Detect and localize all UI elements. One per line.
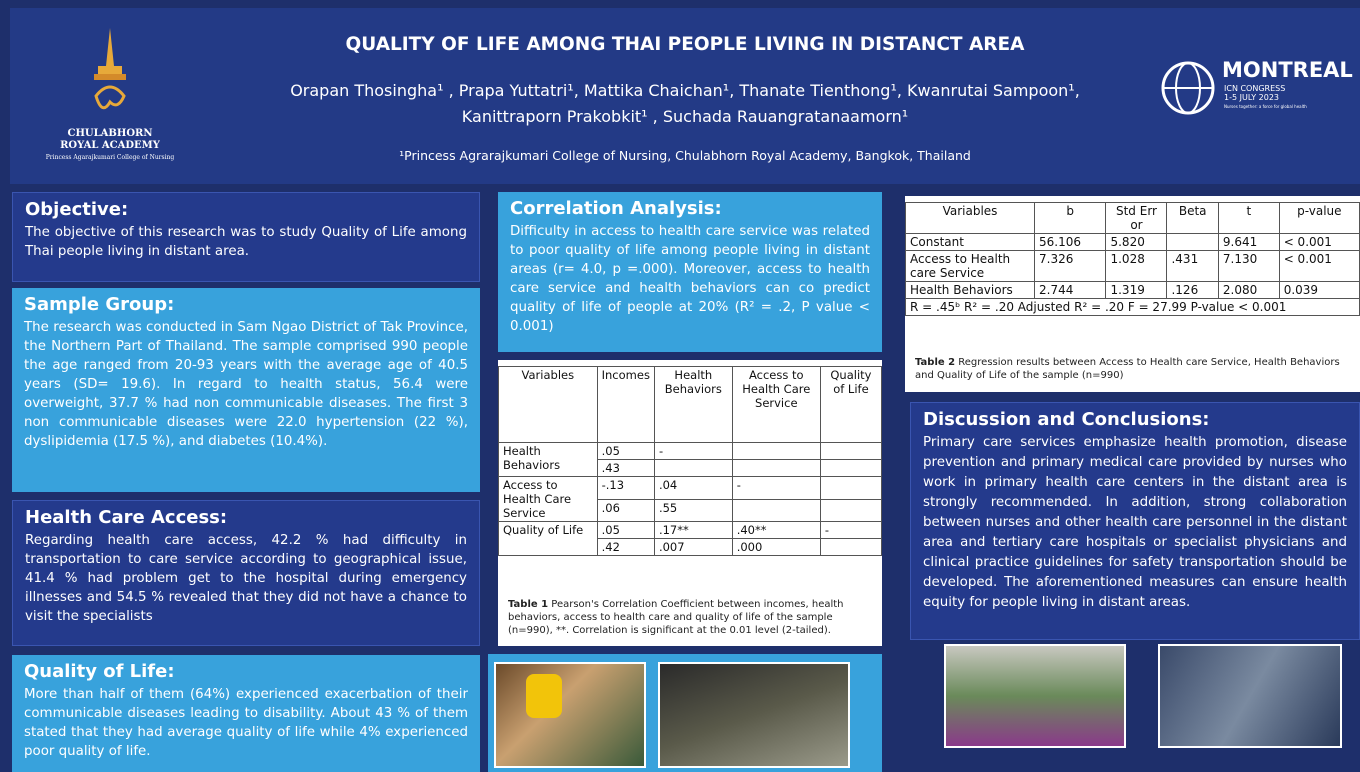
- table-header: Beta: [1167, 203, 1218, 234]
- cell: -: [654, 443, 732, 460]
- table-header: p-value: [1279, 203, 1359, 234]
- table-header: Variables: [499, 367, 598, 443]
- row-label: Access to Health Care Service: [499, 477, 598, 522]
- row-label: Constant: [906, 234, 1035, 251]
- logo-tagline: Nurses together: a force for global heal…: [1224, 102, 1307, 111]
- cell: .007: [654, 539, 732, 556]
- discussion-box: Discussion and Conclusions: Primary care…: [910, 402, 1360, 640]
- cell: 7.130: [1218, 251, 1279, 282]
- logo-congress: ICN CONGRESS: [1224, 84, 1307, 93]
- cell: .55: [654, 499, 732, 522]
- photo: [494, 662, 646, 768]
- caption-text: Pearson's Correlation Coefficient betwee…: [508, 599, 844, 636]
- heading: Discussion and Conclusions:: [923, 409, 1347, 430]
- poster: CHULABHORN ROYAL ACADEMY Princess Agaraj…: [0, 0, 1360, 772]
- paragraph: Regarding health care access, 42.2 % had…: [25, 531, 467, 626]
- table-header: b: [1035, 203, 1106, 234]
- table-header: Quality of Life: [820, 367, 881, 443]
- logo-city: MONTREAL: [1222, 58, 1353, 82]
- row-label: Health Behaviors: [906, 282, 1035, 299]
- heading: Correlation Analysis:: [510, 198, 870, 219]
- objective-box: Objective: The objective of this researc…: [12, 192, 480, 282]
- cell: -.13: [597, 477, 654, 500]
- authors-line: Orapan Thosingha¹ , Prapa Yuttatri¹, Mat…: [210, 78, 1160, 104]
- logo-line: CHULABHORN: [30, 128, 190, 140]
- row-label: Access to Health care Service: [906, 251, 1035, 282]
- logo-line: Princess Agarajkumari College of Nursing: [30, 152, 190, 164]
- sample-group-box: Sample Group: The research was conducted…: [12, 288, 480, 492]
- authors-line: Kanittraporn Prakobkit¹ , Suchada Rauang…: [210, 104, 1160, 130]
- cell: 9.641: [1218, 234, 1279, 251]
- cell: 5.820: [1106, 234, 1167, 251]
- table1-caption: Table 1 Pearson's Correlation Coefficien…: [508, 598, 874, 637]
- row-label: Quality of Life: [499, 522, 598, 556]
- heading: Objective:: [25, 199, 467, 220]
- table-header: Std Err or: [1106, 203, 1167, 234]
- cell: .05: [597, 522, 654, 539]
- cell: 56.106: [1035, 234, 1106, 251]
- logo-globe: [1160, 60, 1216, 116]
- table-header: Incomes: [597, 367, 654, 443]
- table-header: Health Behaviors: [654, 367, 732, 443]
- caption-label: Table 2: [915, 357, 955, 368]
- logo-right-text: ICN CONGRESS 1-5 JULY 2023 Nurses togeth…: [1224, 84, 1307, 111]
- cell: .43: [597, 460, 654, 477]
- cell: .06: [597, 499, 654, 522]
- photo: [944, 644, 1126, 748]
- cell: .126: [1167, 282, 1218, 299]
- table-footer: R = .45ᵇ R² = .20 Adjusted R² = .20 F = …: [906, 299, 1360, 316]
- cell: .05: [597, 443, 654, 460]
- cell: 7.326: [1035, 251, 1106, 282]
- table-header: t: [1218, 203, 1279, 234]
- table2-panel: Variables b Std Err or Beta t p-value Co…: [905, 196, 1360, 392]
- title: QUALITY OF LIFE AMONG THAI PEOPLE LIVING…: [210, 34, 1160, 55]
- cell: .04: [654, 477, 732, 500]
- cell: 2.080: [1218, 282, 1279, 299]
- heading: Health Care Access:: [25, 507, 467, 528]
- heading: Sample Group:: [24, 294, 468, 315]
- table1-panel: Variables Incomes Health Behaviors Acces…: [498, 360, 882, 646]
- table1: Variables Incomes Health Behaviors Acces…: [498, 366, 882, 556]
- paragraph: The research was conducted in Sam Ngao D…: [24, 318, 468, 451]
- table-header: Variables: [906, 203, 1035, 234]
- photo: [658, 662, 850, 768]
- cell: 1.319: [1106, 282, 1167, 299]
- cell: .000: [732, 539, 820, 556]
- photo-detail: [526, 674, 562, 718]
- cell: 1.028: [1106, 251, 1167, 282]
- quality-of-life-box: Quality of Life: More than half of them …: [12, 655, 480, 772]
- logo-line: ROYAL ACADEMY: [30, 140, 190, 152]
- authors: Orapan Thosingha¹ , Prapa Yuttatri¹, Mat…: [210, 78, 1160, 130]
- caption-label: Table 1: [508, 599, 548, 610]
- cell: -: [732, 477, 820, 500]
- cell: 2.744: [1035, 282, 1106, 299]
- health-care-access-box: Health Care Access: Regarding health car…: [12, 500, 480, 646]
- cell: < 0.001: [1279, 251, 1359, 282]
- cell: < 0.001: [1279, 234, 1359, 251]
- cell: .40**: [732, 522, 820, 539]
- cell: -: [820, 522, 881, 539]
- table2-caption: Table 2 Regression results between Acces…: [915, 356, 1355, 382]
- paragraph: More than half of them (64%) experienced…: [24, 685, 468, 761]
- paragraph: The objective of this research was to st…: [25, 223, 467, 261]
- photo: [1158, 644, 1342, 748]
- cell: .42: [597, 539, 654, 556]
- cell: .431: [1167, 251, 1218, 282]
- table-header: Access to Health Care Service: [732, 367, 820, 443]
- logo-left-text: CHULABHORN ROYAL ACADEMY Princess Agaraj…: [30, 128, 190, 164]
- photo-panel: [488, 654, 882, 772]
- cell: 0.039: [1279, 282, 1359, 299]
- paragraph: Difficulty in access to health care serv…: [510, 222, 870, 336]
- row-label: Health Behaviors: [499, 443, 598, 477]
- cell: .17**: [654, 522, 732, 539]
- logo-dates: 1-5 JULY 2023: [1224, 93, 1307, 102]
- correlation-box: Correlation Analysis: Difficulty in acce…: [498, 192, 882, 352]
- paragraph: Primary care services emphasize health p…: [923, 433, 1347, 613]
- header: CHULABHORN ROYAL ACADEMY Princess Agaraj…: [10, 8, 1360, 184]
- table2: Variables b Std Err or Beta t p-value Co…: [905, 202, 1360, 316]
- heading: Quality of Life:: [24, 661, 468, 682]
- logo-emblem: [80, 26, 140, 126]
- caption-text: Regression results between Access to Hea…: [915, 357, 1340, 381]
- affiliation: ¹Princess Agrarajkumari College of Nursi…: [210, 148, 1160, 163]
